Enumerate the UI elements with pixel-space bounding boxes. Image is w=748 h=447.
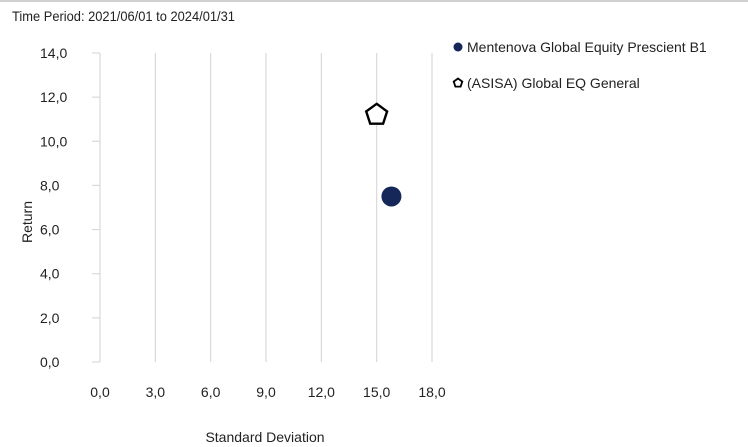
x-tick-label: 6,0 — [201, 384, 221, 400]
y-tick-label: 14,0 — [40, 45, 67, 61]
y-tick-label: 2,0 — [40, 310, 60, 326]
data-point-mentenova — [381, 186, 402, 207]
y-axis-title: Return — [19, 201, 35, 243]
top-divider — [0, 0, 748, 2]
legend-marker-circle — [453, 42, 463, 52]
grid-lines — [92, 52, 433, 363]
x-tick-label: 12,0 — [308, 384, 335, 400]
legend-label: (ASISA) Global EQ General — [467, 75, 640, 91]
legend: Mentenova Global Equity Prescient B1 (ASI… — [452, 39, 707, 91]
legend-label: Mentenova Global Equity Prescient B1 — [467, 39, 707, 55]
time-period-label: Time Period: 2021/06/01 to 2024/01/31 — [12, 8, 235, 24]
x-tick-label: 3,0 — [146, 384, 166, 400]
y-tick-labels: 0,0 2,0 4,0 6,0 8,0 10,0 12,0 14,0 — [40, 45, 67, 370]
x-tick-label: 9,0 — [256, 384, 276, 400]
x-axis-title: Standard Deviation — [205, 429, 324, 445]
y-tick-label: 8,0 — [40, 177, 60, 193]
x-tick-label: 0,0 — [90, 384, 110, 400]
y-tick-label: 6,0 — [40, 222, 60, 238]
y-tick-label: 12,0 — [40, 89, 67, 105]
y-tick-label: 10,0 — [40, 133, 67, 149]
y-tick-label: 0,0 — [40, 354, 60, 370]
x-tick-label: 18,0 — [418, 384, 445, 400]
y-tick-label: 4,0 — [40, 266, 60, 282]
legend-marker-pentagon — [452, 77, 464, 88]
data-points — [364, 102, 402, 207]
x-tick-labels: 0,0 3,0 6,0 9,0 12,0 15,0 18,0 — [90, 384, 446, 400]
x-tick-label: 15,0 — [363, 384, 390, 400]
data-point-asisa — [364, 102, 389, 125]
